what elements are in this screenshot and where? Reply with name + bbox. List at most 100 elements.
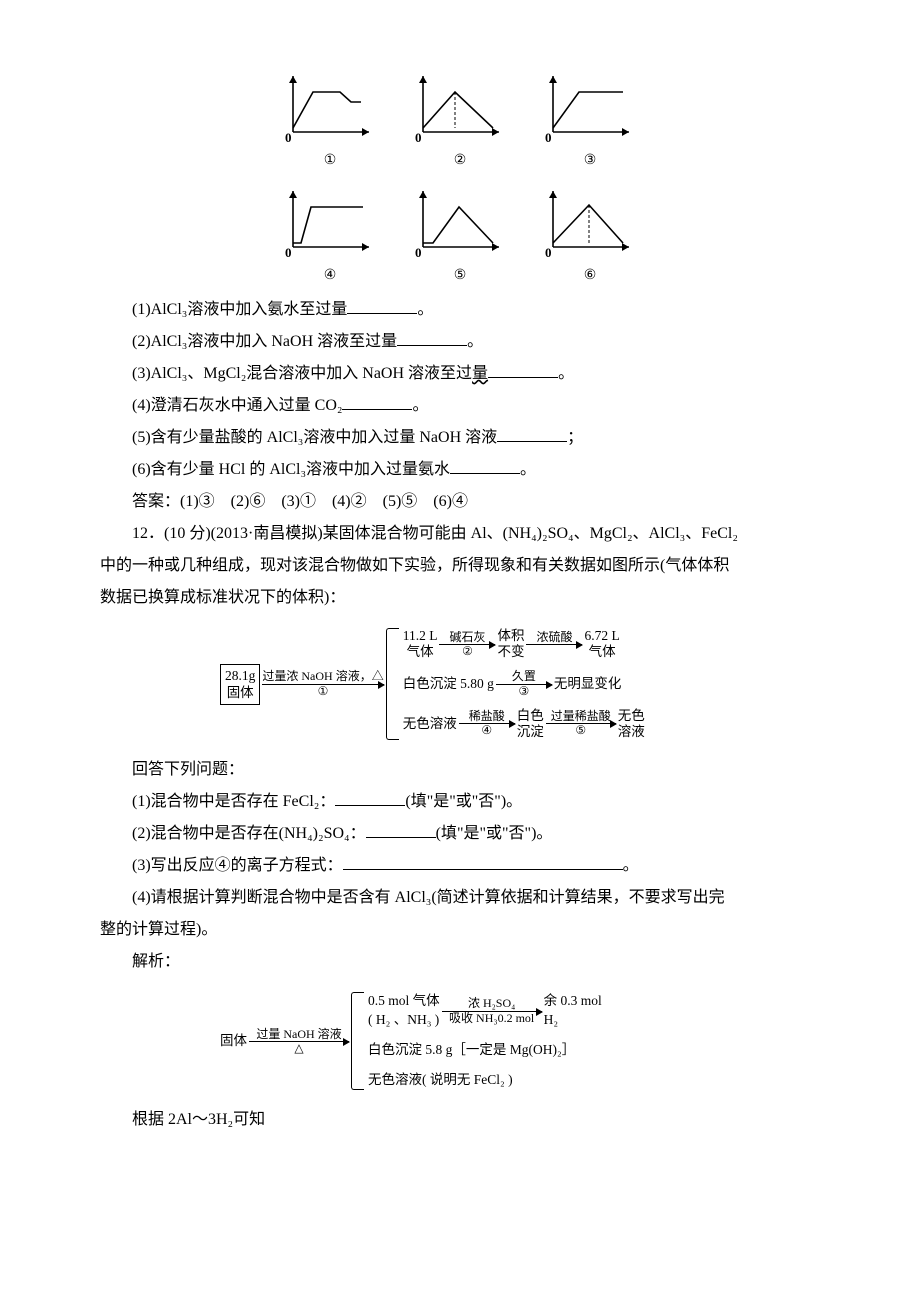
flow1-b3-a2-top: 过量稀盐酸 bbox=[551, 710, 611, 723]
blank bbox=[450, 457, 520, 474]
flow1-b3-a1-top: 稀盐酸 bbox=[469, 710, 505, 723]
p12-lead-2: 中的一种或几种组成，现对该混合物做如下实验，所得现象和有关数据如图所示(气体体积 bbox=[100, 550, 820, 582]
graph-6: 0 ⑥ bbox=[545, 185, 635, 290]
svg-text:0: 0 bbox=[545, 245, 552, 260]
graph-3-svg: 0 bbox=[545, 70, 635, 145]
svg-text:0: 0 bbox=[415, 245, 422, 260]
svg-text:0: 0 bbox=[415, 130, 422, 145]
flow2-step-bot: △ bbox=[294, 1042, 303, 1055]
q5: (5)含有少量盐酸的 AlCl₃溶液中加入过量 NaOH 溶液 ； bbox=[100, 422, 820, 454]
flow1-b3-a1-bot: ④ bbox=[481, 724, 492, 737]
q2-4b: 整的计算过程)。 bbox=[100, 914, 820, 946]
q5-text: (5)含有少量盐酸的 AlCl₃溶液中加入过量 NaOH 溶液 bbox=[132, 429, 497, 446]
graphs-row-1: 0 ① 0 ② 0 ③ bbox=[100, 70, 820, 175]
flow1-branch-solution: 无色溶液 稀盐酸 ④ 白色 沉淀 过量稀盐酸 ⑤ bbox=[403, 708, 645, 740]
flow1-b2-a: 白色沉淀 5.80 g bbox=[403, 674, 494, 694]
period: 。 bbox=[558, 365, 574, 382]
flow1-source-box: 28.1g 固体 bbox=[220, 664, 260, 705]
flow1-b2-bot: ③ bbox=[518, 685, 529, 698]
flow1-b3-d: 无色 bbox=[618, 708, 645, 724]
graph-4-svg: 0 bbox=[285, 185, 375, 260]
flow1-b3-e: 溶液 bbox=[618, 724, 645, 740]
q3-wavy: 量 bbox=[472, 365, 488, 382]
q6-text: (6)含有少量 HCl 的 AlCl₃溶液中加入过量氨水 bbox=[132, 461, 450, 478]
q4: (4)澄清石灰水中通入过量 CO₂ 。 bbox=[100, 390, 820, 422]
q2-2: (2)混合物中是否存在(NH₄)₂SO₄： (填"是"或"否")。 bbox=[100, 818, 820, 850]
q2-3: (3)写出反应④的离子方程式： 。 bbox=[100, 850, 820, 882]
flow1-b1-arrow1: 碱石灰 ② bbox=[439, 631, 495, 658]
flow1-b2-c: 无明显变化 bbox=[554, 674, 622, 694]
graph-4-label: ④ bbox=[324, 262, 337, 290]
flow2-step-top: 过量 NaOH 溶液 bbox=[256, 1028, 341, 1041]
graph-6-label: ⑥ bbox=[584, 262, 597, 290]
period: 。 bbox=[417, 301, 433, 318]
q2-2-tail: (填"是"或"否")。 bbox=[436, 825, 553, 842]
blank bbox=[366, 821, 436, 838]
flow1-b1-e: 6.72 L bbox=[584, 628, 619, 644]
q2-1-text: (1)混合物中是否存在 FeCl₂： bbox=[132, 793, 335, 810]
q2: (2)AlCl₃溶液中加入 NaOH 溶液至过量。 bbox=[100, 326, 820, 358]
q3: (3)AlCl₃、MgCl₂混合溶液中加入 NaOH 溶液至过量 。 bbox=[100, 358, 820, 390]
flow2-b1-b: ( H₂ 、NH₃ ) bbox=[368, 1011, 439, 1030]
graphs-row-2: 0 ④ 0 ⑤ 0 ⑥ bbox=[100, 185, 820, 290]
flow2-left: 固体 bbox=[220, 1031, 247, 1051]
q6: (6)含有少量 HCl 的 AlCl₃溶液中加入过量氨水 。 bbox=[100, 454, 820, 486]
answer-line: 答案：(1)③ (2)⑥ (3)① (4)② (5)⑤ (6)④ bbox=[100, 486, 820, 518]
q1-text: (1)AlCl₃溶液中加入氨水至过量 bbox=[132, 301, 347, 318]
q2-1-tail: (填"是"或"否")。 bbox=[405, 793, 522, 810]
flowchart-1: 28.1g 固体 过量浓 NaOH 溶液，△ ① 11.2 L 气体 碱石灰 bbox=[220, 628, 820, 740]
period: 。 bbox=[412, 397, 428, 414]
flow2-b1-bot: 吸收 NH₃0.2 mol bbox=[449, 1012, 534, 1025]
q2-4a: (4)请根据计算判断混合物中是否含有 AlCl₃(简述计算依据和计算结果，不要求… bbox=[100, 882, 820, 914]
graph-5: 0 ⑤ bbox=[415, 185, 505, 290]
flow1-mass: 28.1g bbox=[225, 668, 255, 683]
flow1-b3-b: 白色 bbox=[517, 708, 544, 724]
q4-text: (4)澄清石灰水中通入过量 CO₂ bbox=[132, 397, 342, 414]
flow1-step1-top: 过量浓 NaOH 溶液，△ bbox=[262, 670, 383, 683]
flow2-b2: 白色沉淀 5.8 g［一定是 Mg(OH)₂］ bbox=[368, 1040, 575, 1060]
flow1-b3-a: 无色溶液 bbox=[403, 714, 457, 734]
flowchart-2: 固体 过量 NaOH 溶液 △ 0.5 mol 气体 ( H₂ 、NH₃ ) 浓… bbox=[220, 992, 820, 1090]
p12-lead-3: 数据已换算成标准状况下的体积)： bbox=[100, 582, 820, 614]
flow2-b1-arrow: 浓 H₂SO₄ 吸收 NH₃0.2 mol bbox=[442, 997, 542, 1024]
semicolon: ； bbox=[567, 429, 583, 446]
q3-text-a: (3)AlCl₃、MgCl₂混合溶液中加入 NaOH 溶液至过 bbox=[132, 365, 472, 382]
tail-line: 根据 2Al～3H₂可知 bbox=[100, 1104, 820, 1136]
flow2-b1-d: H₂ bbox=[544, 1011, 558, 1030]
flow1-b2-arrow: 久置 ③ bbox=[496, 670, 552, 697]
p12-lead-1: 12．(10 分)(2013·南昌模拟)某固体混合物可能由 Al、(NH₄)₂S… bbox=[100, 518, 820, 550]
flow1-b1-vol: 11.2 L bbox=[403, 628, 438, 644]
jiexi: 解析： bbox=[100, 946, 820, 978]
flow2-b1-top: 浓 H₂SO₄ bbox=[468, 997, 515, 1010]
graph-5-svg: 0 bbox=[415, 185, 505, 260]
q2-2-text: (2)混合物中是否存在(NH₄)₂SO₄： bbox=[132, 825, 366, 842]
flow2-b1-a: 0.5 mol 气体 bbox=[368, 992, 440, 1011]
period: 。 bbox=[623, 857, 639, 874]
graph-2-label: ② bbox=[454, 147, 467, 175]
q1: (1)AlCl₃溶液中加入氨水至过量 。 bbox=[100, 294, 820, 326]
graph-3-label: ③ bbox=[584, 147, 597, 175]
flow1-b1-a1-bot: ② bbox=[462, 645, 473, 658]
flow1-b1-c: 体积 bbox=[497, 628, 524, 644]
flow2-step-arrow: 过量 NaOH 溶液 △ bbox=[249, 1028, 349, 1055]
period: 。 bbox=[520, 461, 536, 478]
flow1-solid: 固体 bbox=[227, 685, 254, 700]
flow1-b3-arrow2: 过量稀盐酸 ⑤ bbox=[546, 710, 616, 737]
flow1-b3-arrow1: 稀盐酸 ④ bbox=[459, 710, 515, 737]
flow1-bracket bbox=[386, 628, 399, 740]
graph-1: 0 ① bbox=[285, 70, 375, 175]
blank bbox=[342, 393, 412, 410]
flow1-branch-precip: 白色沉淀 5.80 g 久置 ③ 无明显变化 bbox=[403, 670, 645, 697]
flow1-b3-a2-bot: ⑤ bbox=[575, 724, 586, 737]
svg-text:0: 0 bbox=[285, 245, 292, 260]
flow2-branch-precip: 白色沉淀 5.8 g［一定是 Mg(OH)₂］ bbox=[368, 1040, 602, 1060]
flow2-branch-gas: 0.5 mol 气体 ( H₂ 、NH₃ ) 浓 H₂SO₄ 吸收 NH₃0.2… bbox=[368, 992, 602, 1030]
flow1-step1-arrow: 过量浓 NaOH 溶液，△ ① bbox=[262, 670, 383, 697]
blank bbox=[488, 361, 558, 378]
q2-3-text: (3)写出反应④的离子方程式： bbox=[132, 857, 343, 874]
svg-text:0: 0 bbox=[285, 130, 292, 145]
graph-3: 0 ③ bbox=[545, 70, 635, 175]
graph-1-svg: 0 bbox=[285, 70, 375, 145]
flow1-b3-c: 沉淀 bbox=[517, 724, 544, 740]
graph-4: 0 ④ bbox=[285, 185, 375, 290]
